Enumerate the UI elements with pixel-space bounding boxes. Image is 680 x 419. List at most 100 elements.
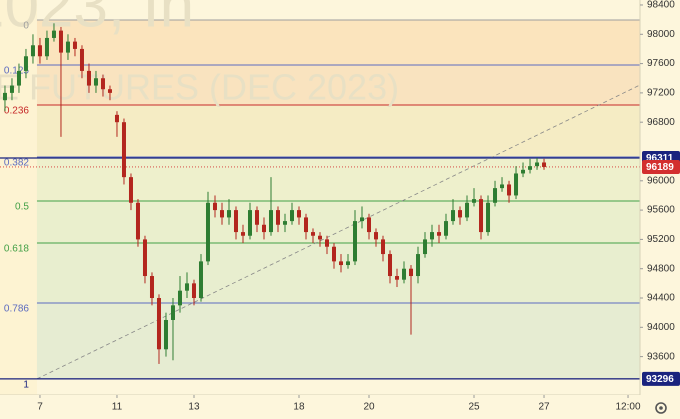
candle-body xyxy=(2,92,7,101)
x-tick-label: 18 xyxy=(293,402,305,413)
candle-body xyxy=(367,217,372,233)
candle-body xyxy=(198,261,203,299)
candle-body xyxy=(535,162,540,167)
candle-body xyxy=(458,210,463,218)
candle-body xyxy=(521,169,526,174)
candle-body xyxy=(388,254,393,277)
candle-body xyxy=(142,239,147,277)
y-tick-label: 96000 xyxy=(647,175,675,186)
candle-body xyxy=(16,70,21,86)
candle-body xyxy=(346,261,351,266)
fib-band xyxy=(36,302,641,379)
x-tick-label: 11 xyxy=(112,402,123,413)
candle-body xyxy=(339,261,344,266)
candle-body xyxy=(296,210,301,218)
candle-body xyxy=(332,246,337,262)
candle-body xyxy=(409,268,414,277)
candle-body xyxy=(325,239,330,247)
candle-body xyxy=(205,202,210,262)
fib-label: 0.618 xyxy=(4,244,29,255)
candle-body xyxy=(465,202,470,218)
candle-body xyxy=(542,162,547,167)
y-tick-label: 98000 xyxy=(647,29,675,40)
candle-body xyxy=(212,202,217,211)
fib-label: 0.236 xyxy=(4,106,29,117)
candle-body xyxy=(170,305,175,320)
candle-body xyxy=(107,89,112,93)
candle-body xyxy=(282,221,287,225)
candle-body xyxy=(493,188,498,203)
candle-body xyxy=(472,199,477,203)
y-tick-label: 98400 xyxy=(647,0,675,11)
settings-icon[interactable] xyxy=(655,402,667,414)
candle-body xyxy=(121,122,126,178)
candle-body xyxy=(37,45,42,57)
candle-body xyxy=(163,319,168,350)
x-tick-label: 12:00 xyxy=(616,402,641,413)
fib-band xyxy=(36,200,641,243)
x-tick-label: 27 xyxy=(538,402,550,413)
fib-band xyxy=(36,64,641,105)
watermark: E FUTURES (DEC 2023) xyxy=(0,67,399,108)
y-tick-label: 94400 xyxy=(647,293,675,304)
candle-body xyxy=(353,221,358,262)
candle-body xyxy=(233,210,238,233)
candle-body xyxy=(268,210,273,233)
candle-body xyxy=(289,210,294,222)
candle-body xyxy=(500,184,505,189)
candle-body xyxy=(100,78,105,90)
gear[interactable] xyxy=(655,402,667,414)
candle-body xyxy=(114,114,119,123)
candle-body xyxy=(149,276,154,299)
y-tick-label: 95200 xyxy=(647,234,675,245)
fib-label: 0.786 xyxy=(4,304,29,315)
candle-body xyxy=(318,235,322,240)
candle-body xyxy=(72,41,77,49)
y-tick-label: 97200 xyxy=(647,88,675,99)
candle-body xyxy=(30,45,35,57)
candle-body xyxy=(275,210,280,225)
price-badge xyxy=(642,159,680,174)
candle-body xyxy=(374,232,379,240)
candle-body xyxy=(65,41,70,53)
x-tick-label: 25 xyxy=(468,402,480,413)
candle-body xyxy=(514,173,519,196)
fib-band xyxy=(36,156,641,201)
y-tick-label: 97600 xyxy=(647,58,675,69)
candle-body xyxy=(303,217,308,233)
y-tick-label: 93600 xyxy=(647,351,675,362)
candle-body xyxy=(507,184,512,196)
fib-label: 0.382 xyxy=(4,158,29,169)
candle-body xyxy=(310,232,315,236)
candle-body xyxy=(219,210,224,218)
candle-body xyxy=(156,298,161,350)
candle-body xyxy=(381,239,386,255)
fib-label: 0.125 xyxy=(4,66,29,77)
fib-label: 1 xyxy=(23,380,29,391)
fib-label: 0 xyxy=(23,21,29,32)
candle-body xyxy=(177,290,182,306)
candle-body xyxy=(51,30,56,38)
candle-body xyxy=(416,254,421,277)
candle-body xyxy=(128,177,133,203)
candle-body xyxy=(479,199,484,233)
candle-body xyxy=(93,78,98,86)
candle-body xyxy=(247,210,252,236)
x-tick-label: 13 xyxy=(188,402,200,413)
candle-body xyxy=(44,37,49,57)
x-axis-panel xyxy=(0,395,640,419)
fib-label: 0.5 xyxy=(15,202,29,213)
price-badge-label: 96189 xyxy=(646,162,674,173)
candle-body xyxy=(240,232,245,236)
candle-body xyxy=(360,217,365,222)
fib-band xyxy=(36,19,641,65)
watermark: 2023, In xyxy=(0,0,194,40)
fib-band xyxy=(36,104,641,157)
candle-body xyxy=(9,85,14,93)
candle-body xyxy=(451,210,456,222)
price-badge-label: 93296 xyxy=(646,374,674,385)
left-area xyxy=(0,0,37,395)
candle-body xyxy=(423,239,428,255)
gear-center[interactable] xyxy=(659,406,663,410)
